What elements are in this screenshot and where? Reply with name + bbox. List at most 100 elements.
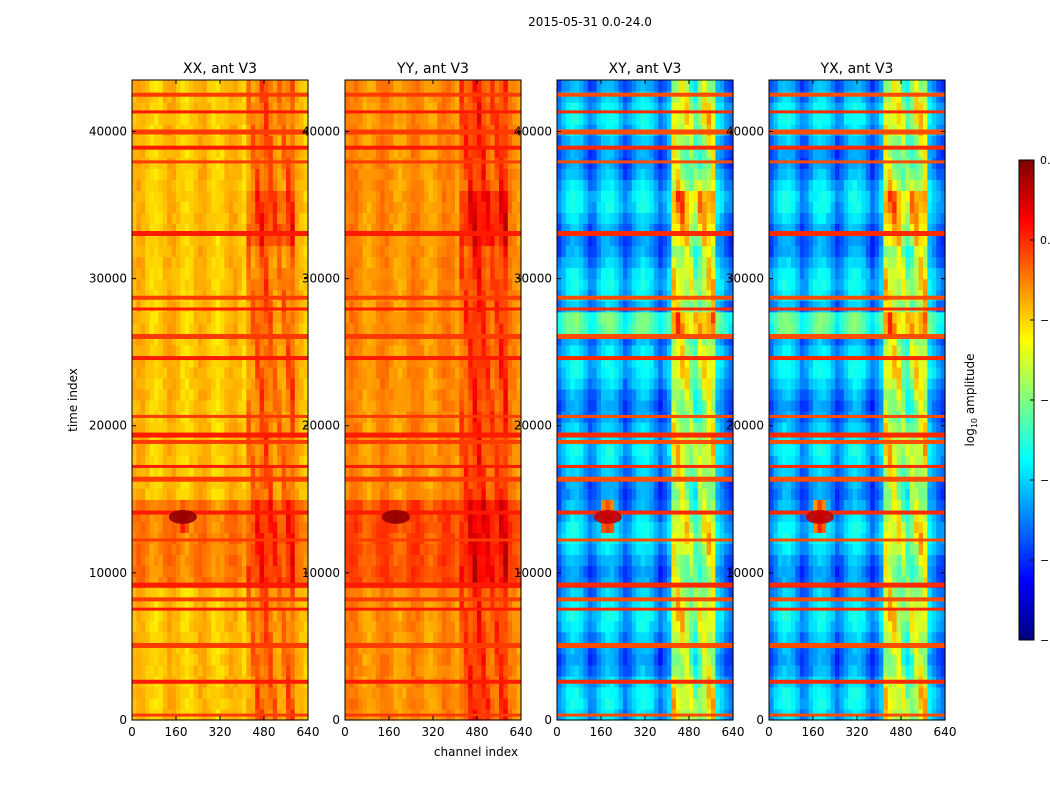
heatmap-cell bbox=[233, 631, 239, 644]
heatmap-cell bbox=[411, 400, 416, 412]
heatmap-cell bbox=[286, 631, 291, 644]
heatmap-cell bbox=[215, 565, 221, 578]
heatmap-cell bbox=[371, 697, 377, 710]
heatmap-cell bbox=[557, 300, 562, 313]
heatmap-cell bbox=[441, 620, 447, 633]
x-tick-label: 0 bbox=[341, 725, 349, 739]
heatmap-cell bbox=[494, 212, 500, 225]
heatmap-cell bbox=[499, 532, 504, 545]
heatmap-cell bbox=[167, 686, 173, 699]
heatmap-cell bbox=[503, 499, 509, 511]
heatmap-cell bbox=[477, 113, 482, 125]
heatmap-cell bbox=[268, 400, 274, 412]
heatmap-cell bbox=[198, 455, 203, 467]
heatmap-cell bbox=[353, 488, 359, 500]
heatmap-cell bbox=[441, 168, 447, 180]
heatmap-cell bbox=[215, 333, 221, 346]
heatmap-cell bbox=[246, 366, 252, 379]
heatmap-cell bbox=[371, 510, 377, 522]
heatmap-cell bbox=[433, 400, 438, 412]
heatmap-cell bbox=[494, 400, 500, 412]
heatmap-cell bbox=[380, 653, 386, 666]
heatmap-cell bbox=[281, 488, 287, 500]
flagged-row bbox=[132, 92, 308, 97]
heatmap-cell bbox=[132, 80, 137, 92]
heatmap-cell bbox=[242, 91, 247, 103]
heatmap-cell bbox=[286, 256, 291, 269]
heatmap-cell bbox=[433, 587, 438, 600]
heatmap-cell bbox=[570, 322, 576, 335]
heatmap-cell bbox=[242, 311, 247, 324]
heatmap-cell bbox=[215, 686, 221, 699]
heatmap-cell bbox=[472, 234, 478, 247]
heatmap-cell bbox=[424, 223, 430, 236]
heatmap-cell bbox=[406, 609, 412, 622]
heatmap-cell bbox=[446, 146, 452, 158]
heatmap-cell bbox=[468, 245, 474, 258]
heatmap-cell bbox=[158, 400, 164, 412]
heatmap-cell bbox=[303, 455, 309, 467]
heatmap-cell bbox=[490, 179, 496, 191]
heatmap-cell bbox=[162, 554, 168, 567]
heatmap-cell bbox=[561, 190, 567, 202]
heatmap-cell bbox=[281, 576, 287, 589]
heatmap-cell bbox=[281, 322, 287, 335]
heatmap-cell bbox=[393, 444, 399, 456]
heatmap-cell bbox=[455, 455, 460, 467]
heatmap-cell bbox=[140, 113, 146, 125]
heatmap-cell bbox=[171, 201, 177, 214]
heatmap-cell bbox=[180, 300, 186, 313]
heatmap-cell bbox=[441, 355, 447, 368]
heatmap-cell bbox=[233, 554, 239, 567]
heatmap-cell bbox=[176, 333, 181, 346]
heatmap-cell bbox=[468, 664, 474, 677]
heatmap-cell bbox=[485, 102, 491, 114]
heatmap-cell bbox=[264, 201, 269, 214]
heatmap-cell bbox=[419, 168, 425, 180]
heatmap-cell bbox=[202, 642, 208, 655]
heatmap-cell bbox=[145, 190, 151, 202]
heatmap-cell bbox=[507, 400, 513, 412]
heatmap-cell bbox=[158, 91, 164, 103]
heatmap-cell bbox=[446, 521, 452, 534]
heatmap-panels: XX, ant V30 160 320 480 64001000020000300004… bbox=[89, 61, 957, 739]
heatmap-cell bbox=[215, 256, 221, 269]
heatmap-cell bbox=[455, 499, 460, 511]
heatmap-cell bbox=[149, 598, 155, 611]
heatmap-cell bbox=[246, 146, 252, 158]
heatmap-cell bbox=[437, 212, 443, 225]
heatmap-cell bbox=[211, 168, 217, 180]
heatmap-cell bbox=[198, 422, 203, 434]
heatmap-cell bbox=[198, 366, 203, 379]
heatmap-cell bbox=[362, 300, 368, 313]
heatmap-cell bbox=[353, 466, 359, 478]
heatmap-cell bbox=[136, 576, 142, 589]
heatmap-cell bbox=[294, 267, 300, 280]
heatmap-cell bbox=[294, 223, 300, 236]
heatmap-cell bbox=[228, 521, 234, 534]
heatmap-cell bbox=[255, 190, 261, 202]
heatmap-cell bbox=[268, 91, 274, 103]
heatmap-cell bbox=[490, 664, 496, 677]
heatmap-cell bbox=[294, 466, 300, 478]
heatmap-cell bbox=[237, 576, 243, 589]
heatmap-cell bbox=[277, 444, 283, 456]
heatmap-cell bbox=[259, 444, 265, 456]
heatmap-cell bbox=[463, 565, 469, 578]
heatmap-cell bbox=[290, 587, 296, 600]
heatmap-cell bbox=[132, 400, 137, 412]
heatmap-cell bbox=[561, 510, 567, 522]
heatmap-cell bbox=[286, 576, 291, 589]
heatmap-cell bbox=[136, 267, 142, 280]
heatmap-cell bbox=[468, 333, 474, 346]
heatmap-cell bbox=[158, 686, 164, 699]
heatmap-cell bbox=[154, 510, 159, 522]
heatmap-cell bbox=[450, 422, 456, 434]
heatmap-cell bbox=[264, 245, 269, 258]
heatmap-cell bbox=[136, 477, 142, 489]
heatmap-cell bbox=[286, 289, 291, 302]
heatmap-cell bbox=[136, 587, 142, 600]
heatmap-cell bbox=[494, 510, 500, 522]
heatmap-cell bbox=[303, 113, 309, 125]
heatmap-cell bbox=[259, 355, 265, 368]
